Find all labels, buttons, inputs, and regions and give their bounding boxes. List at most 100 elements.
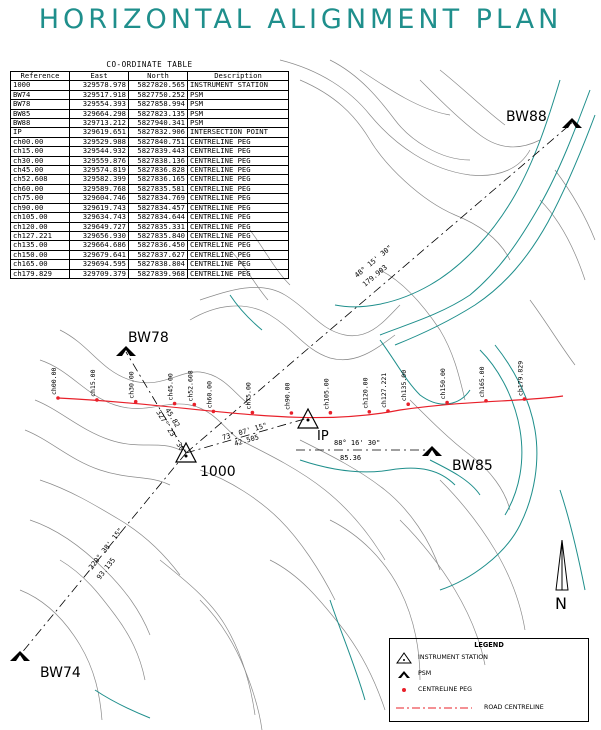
- chainage-label: ch90.00: [283, 383, 291, 410]
- chainage-label: ch179.829: [516, 361, 524, 396]
- table-cell: 329649.727: [69, 221, 129, 232]
- table-cell: 5827834.644: [128, 212, 188, 223]
- table-row: ch165.00 329694.595 5827838.804 CENTRELINE …: [10, 259, 289, 270]
- psm-icon: [422, 446, 442, 456]
- table-cell: 329694.595: [69, 259, 129, 270]
- table-cell: 329709.379: [69, 268, 129, 279]
- centreline-peg: [328, 410, 333, 415]
- psm-bw78: BW78: [116, 330, 169, 356]
- table-cell: 5827820.565: [128, 80, 188, 91]
- table-cell: 329582.399: [69, 174, 129, 185]
- table-cell: INTERSECTION POINT: [187, 127, 289, 138]
- table-row: IP 329619.651 5827832.906 INTERSECTION POIN…: [10, 127, 289, 138]
- legend-item-centreline-peg: CENTRELINE PEG: [394, 683, 584, 697]
- table-cell: CENTRELINE PEG: [187, 212, 289, 223]
- table-cell: IP: [10, 127, 70, 138]
- chainage-label: ch127.221: [380, 373, 388, 408]
- centreline-peg: [406, 402, 411, 407]
- table-cell: 5827836.450: [128, 240, 188, 251]
- coordinate-table-body: 1000 329578.978 5827820.565 INSTRUMENT STAT…: [10, 80, 289, 279]
- chainage-label: ch30.00: [128, 371, 136, 398]
- table-cell: CENTRELINE PEG: [187, 193, 289, 204]
- instrument-station-1000: 1000: [175, 441, 236, 480]
- chainage-label: ch75.00: [244, 382, 252, 409]
- table-cell: ch120.00: [10, 221, 70, 232]
- instrument-station-icon: [396, 652, 412, 664]
- table-cell: BW78: [10, 99, 70, 110]
- centreline-peg: [522, 397, 527, 401]
- coordinate-table-caption: CO-ORDINATE TABLE: [106, 60, 193, 69]
- road-centreline-icon: [396, 707, 472, 709]
- station-label-bw74: BW74: [40, 665, 81, 681]
- table-cell: CENTRELINE PEG: [187, 146, 289, 157]
- table-cell: CENTRELINE PEG: [187, 240, 289, 251]
- table-row: ch179.829 329709.379 5827839.968 CENTRELINE…: [10, 268, 289, 279]
- centreline-peg: [445, 400, 449, 405]
- table-cell: CENTRELINE PEG: [187, 174, 289, 185]
- legend-item-road-centreline: ROAD CENTRELINE: [394, 701, 584, 715]
- table-row: ch120.00 329649.727 5827835.331 CENTRELINE …: [10, 221, 289, 232]
- table-cell: 329578.978: [69, 80, 129, 91]
- chainage-label: ch165.00: [478, 366, 486, 397]
- intersection-point-ip: IP: [297, 407, 329, 444]
- table-cell: 329664.686: [69, 240, 129, 251]
- legend: LEGEND INSTRUMENT STATION PSM CENTRELINE…: [389, 638, 589, 722]
- table-cell: 329634.743: [69, 212, 129, 223]
- table-cell: CENTRELINE PEG: [187, 268, 289, 279]
- table-cell: ch15.00: [10, 146, 70, 157]
- table-cell: 329554.393: [69, 99, 129, 110]
- table-cell: 329544.932: [69, 146, 129, 157]
- table-cell: 5827834.769: [128, 193, 188, 204]
- intersection-point-icon: [297, 407, 319, 429]
- table-cell: PSM: [187, 99, 289, 110]
- table-cell: 5827839.968: [128, 268, 188, 279]
- table-cell: 5827839.443: [128, 146, 188, 157]
- table-cell: ch135.00: [10, 240, 70, 251]
- table-cell: CENTRELINE PEG: [187, 221, 289, 232]
- bearing-to-bw85: 88° 16' 30": [334, 439, 380, 447]
- centreline-peg: [250, 410, 255, 415]
- chainage-label: ch150.00: [439, 368, 447, 399]
- line-1000-to-bw74: [19, 452, 187, 656]
- legend-title: LEGEND: [474, 641, 504, 649]
- road-centreline: [57, 395, 564, 419]
- psm-icon: [398, 671, 410, 678]
- centreline-pegs: ch00.00 ch15.00 ch30.00 ch45.00 ch52.608 ch60…: [50, 361, 527, 415]
- table-cell: 329619.651: [69, 127, 129, 138]
- psm-icon: [10, 651, 30, 661]
- centreline-peg: [192, 402, 197, 407]
- table-row: ch52.608 329582.399 5827836.165 CENTRELINE …: [10, 174, 289, 185]
- chainage-label: ch00.00: [50, 368, 58, 395]
- table-cell: 5827858.994: [128, 99, 188, 110]
- legend-item-instrument-station: INSTRUMENT STATION: [394, 651, 584, 665]
- north-arrow: N: [555, 539, 569, 613]
- centreline-peg: [367, 410, 372, 414]
- station-label-ip: IP: [317, 429, 329, 444]
- table-cell: 1000: [10, 80, 70, 91]
- chainage-label: ch135.00: [400, 370, 408, 401]
- table-cell: 5827832.906: [128, 127, 188, 138]
- centreline-peg: [95, 398, 99, 402]
- legend-label: ROAD CENTRELINE: [484, 704, 544, 711]
- centreline-peg: [484, 399, 488, 403]
- psm-icon: [116, 346, 136, 356]
- table-row: 1000 329578.978 5827820.565 INSTRUMENT STAT…: [10, 80, 289, 91]
- table-cell: INSTRUMENT STATION: [187, 80, 289, 91]
- chainage-label: ch52.608: [186, 370, 194, 401]
- table-cell: ch75.00: [10, 193, 70, 204]
- chainage-label: ch60.00: [205, 381, 213, 408]
- table-cell: ch165.00: [10, 259, 70, 270]
- legend-item-psm: PSM: [394, 667, 584, 681]
- table-cell: ch105.00: [10, 212, 70, 223]
- centreline-peg: [133, 399, 138, 404]
- north-label: N: [555, 594, 567, 613]
- instrument-station-icon: [175, 441, 197, 463]
- line-1000-to-bw78: [125, 351, 187, 454]
- chainage-label: ch15.00: [89, 369, 97, 396]
- legend-label: INSTRUMENT STATION: [418, 654, 488, 661]
- centreline-peg: [56, 396, 60, 400]
- table-row: ch75.00 329604.746 5827834.769 CENTRELINE P…: [10, 193, 289, 204]
- page-title: HORIZONTAL ALIGNMENT PLAN: [38, 4, 563, 35]
- table-row: ch60.00 329589.768 5827835.581 CENTRELINE P…: [10, 183, 289, 195]
- distance-to-bw85: 85.36: [340, 454, 361, 462]
